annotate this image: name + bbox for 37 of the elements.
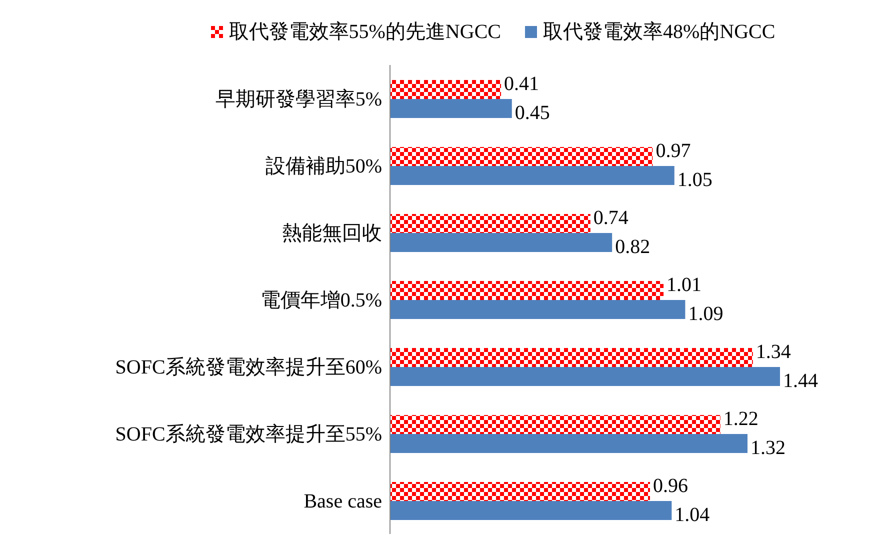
y-tick-label: Base case: [304, 490, 382, 513]
bar: [390, 80, 502, 99]
data-label: 0.96: [653, 475, 688, 498]
bar: [390, 367, 780, 386]
bar: [390, 415, 720, 434]
bar: [390, 214, 590, 233]
bar: [390, 233, 612, 252]
y-tick-label: 設備補助50%: [265, 156, 382, 178]
bar: [390, 501, 672, 520]
data-label: 1.32: [750, 437, 786, 460]
y-tick-label: 早期研發學習率5%: [215, 88, 382, 111]
bar: [390, 434, 748, 453]
data-label: 0.82: [615, 236, 650, 258]
bar: [390, 99, 512, 118]
bar: [390, 348, 753, 367]
y-tick-label: SOFC系統發電效率提升至60%: [115, 356, 382, 379]
data-label: 0.41: [504, 73, 540, 96]
y-tick-label: SOFC系統發電效率提升至55%: [115, 424, 382, 446]
bar: [390, 281, 664, 300]
y-tick-label: 電價年增0.5%: [260, 290, 382, 312]
data-label: 1.44: [783, 370, 818, 392]
data-label: 1.34: [756, 341, 791, 364]
data-label: 0.74: [593, 207, 628, 230]
bar: [390, 147, 653, 166]
data-label: 0.97: [656, 140, 691, 162]
data-label: 1.01: [666, 274, 702, 296]
y-tick-label: 熱能無回收: [282, 222, 382, 245]
data-label: 1.22: [723, 408, 758, 430]
bar: [390, 300, 686, 319]
bar: [390, 166, 674, 185]
bar: [390, 482, 650, 501]
data-label: 0.45: [514, 102, 550, 124]
legend-label: 取代發電效率55%的先進NGCC: [228, 20, 501, 45]
legend-label: 取代發電效率48%的NGCC: [543, 20, 776, 45]
data-label: 1.04: [674, 504, 710, 526]
data-label: 1.09: [688, 303, 724, 326]
data-label: 1.05: [677, 169, 712, 192]
